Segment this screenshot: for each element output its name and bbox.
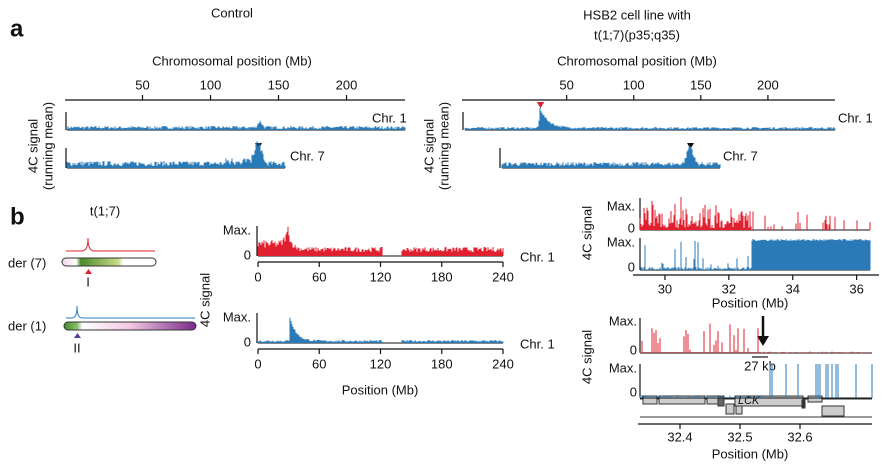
chromosome-label: Chr. 1 bbox=[520, 249, 555, 264]
x-tick-label: 60 bbox=[312, 356, 326, 371]
y-tick-label: Max. bbox=[609, 313, 637, 328]
translocation-label: t(1;7) bbox=[90, 203, 120, 218]
x-tick-label: 180 bbox=[431, 269, 453, 284]
signal-trace bbox=[66, 120, 406, 130]
chromosome-label: der (1) bbox=[8, 318, 46, 333]
y-tick-label: 0 bbox=[244, 334, 251, 349]
panel-title: t(1;7)(p35;q35) bbox=[594, 27, 680, 42]
peak-marker bbox=[255, 102, 694, 149]
x-axis-label: Position (Mb) bbox=[342, 382, 419, 397]
y-axis-label: (running mean) bbox=[40, 102, 55, 190]
x-tick-label: 240 bbox=[492, 356, 514, 371]
x-tick-label: 50 bbox=[559, 77, 573, 92]
y-axis-label: (running mean) bbox=[436, 102, 451, 190]
chromosome-label: Chr. 1 bbox=[520, 336, 555, 351]
panel-label: b bbox=[10, 203, 25, 230]
y-axis-label: 4C signal bbox=[25, 119, 40, 173]
x-tick-label: 200 bbox=[336, 77, 358, 92]
x-tick-label: 0 bbox=[254, 269, 261, 284]
x-tick-label: 32 bbox=[722, 281, 736, 296]
x-tick-label: 32.6 bbox=[787, 429, 812, 444]
x-tick-label: 180 bbox=[431, 356, 453, 371]
signal-trace bbox=[501, 145, 721, 168]
chromosome-label: Chr. 1 bbox=[838, 110, 873, 125]
x-tick-label: 60 bbox=[312, 269, 326, 284]
y-tick-label: 0 bbox=[630, 384, 637, 399]
y-axis-label: 4C signal bbox=[579, 330, 594, 384]
axis-label: Chromosomal position (Mb) bbox=[557, 53, 717, 68]
x-tick-label: 30 bbox=[658, 281, 672, 296]
breakpoint-label: II bbox=[73, 340, 80, 355]
distance-label: 27 kb bbox=[744, 358, 776, 373]
signal-trace bbox=[66, 141, 286, 168]
breakpoint-marker bbox=[537, 102, 544, 108]
breakpoint-marker bbox=[85, 269, 92, 274]
y-tick-label: 0 bbox=[630, 342, 637, 357]
y-tick-label: Max. bbox=[609, 360, 637, 375]
y-axis-label: 4C signal bbox=[421, 119, 436, 173]
x-axis-label: Position (Mb) bbox=[712, 295, 789, 310]
signal-sketch bbox=[66, 305, 195, 319]
chromosome-label: Chr. 7 bbox=[723, 148, 758, 163]
gene-track bbox=[640, 395, 872, 418]
x-tick-label: 50 bbox=[135, 77, 149, 92]
chromosome bbox=[63, 321, 197, 331]
x-tick-label: 36 bbox=[849, 281, 863, 296]
x-tick-label: 32.5 bbox=[727, 429, 752, 444]
y-axis-label: 4C signal bbox=[197, 273, 212, 327]
signal-trace bbox=[639, 239, 871, 270]
breakpoint-marker bbox=[74, 333, 81, 338]
signal-trace bbox=[257, 317, 504, 343]
y-tick-label: Max. bbox=[223, 309, 251, 324]
chromosome-label: Chr. 1 bbox=[372, 110, 407, 125]
x-tick-label: 120 bbox=[370, 356, 392, 371]
chromosome-label: Chr. 7 bbox=[290, 148, 325, 163]
panel-title: Control bbox=[211, 5, 253, 20]
x-tick-label: 34 bbox=[786, 281, 800, 296]
x-tick-label: 150 bbox=[268, 77, 290, 92]
signal-trace bbox=[639, 197, 871, 230]
y-tick-label: 0 bbox=[628, 220, 635, 235]
x-tick-label: 100 bbox=[200, 77, 222, 92]
panel-title: HSB2 cell line with bbox=[583, 7, 691, 22]
y-tick-label: 0 bbox=[628, 259, 635, 274]
axis-label: Chromosomal position (Mb) bbox=[152, 53, 312, 68]
signal-trace bbox=[639, 323, 869, 353]
gene-label: LCK bbox=[738, 395, 760, 407]
x-tick-label: 100 bbox=[623, 77, 645, 92]
x-tick-label: 120 bbox=[370, 269, 392, 284]
x-tick-label: 150 bbox=[690, 77, 712, 92]
x-tick-label: 200 bbox=[757, 77, 779, 92]
scale-bar bbox=[65, 112, 501, 168]
y-tick-label: Max. bbox=[607, 234, 635, 249]
signal-sketch bbox=[66, 237, 155, 252]
breakpoint-label: I bbox=[86, 274, 90, 289]
x-axis-label: Position (Mb) bbox=[712, 446, 789, 461]
signal-trace bbox=[257, 226, 504, 256]
panel-label: a bbox=[10, 15, 24, 42]
x-tick-label: 0 bbox=[254, 356, 261, 371]
y-axis-label: 4C signal bbox=[579, 206, 594, 260]
x-tick-label: 32.4 bbox=[667, 429, 692, 444]
signal-trace bbox=[639, 364, 873, 398]
y-tick-label: 0 bbox=[244, 247, 251, 262]
chromosome-label: der (7) bbox=[8, 255, 46, 270]
x-tick-label: 240 bbox=[492, 269, 514, 284]
signal-trace bbox=[464, 107, 836, 130]
y-tick-label: Max. bbox=[223, 222, 251, 237]
arrow-head bbox=[757, 336, 769, 346]
chromosome bbox=[61, 257, 157, 267]
y-tick-label: Max. bbox=[607, 198, 635, 213]
